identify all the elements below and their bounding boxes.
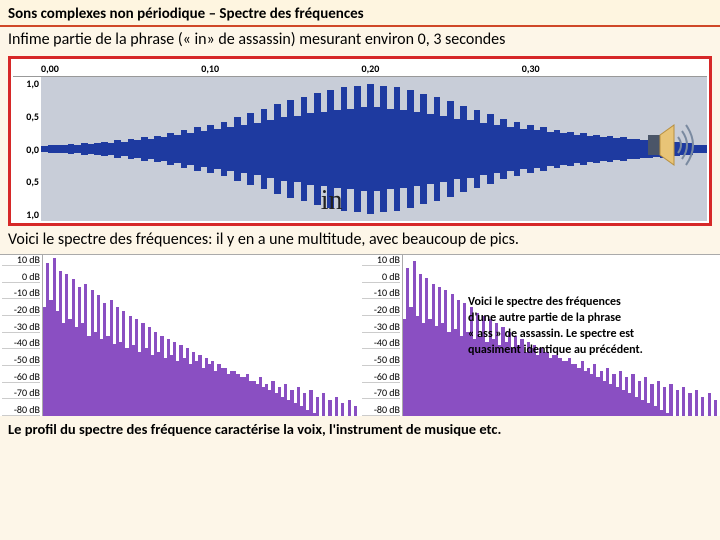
time-tick: 0,00 [41,62,201,75]
y-tick: 0,0 [13,143,39,156]
db-tick: -20 dB [2,305,40,316]
db-tick: 10 dB [2,255,40,266]
y-tick: 0,5 [13,175,39,188]
spectrum-caption: Voici le spectre des fréquences: il y en… [0,228,720,252]
db-tick: -50 dB [362,355,400,366]
footer-caption: Le profil du spectre des fréquence carac… [0,416,720,442]
spectrum-y-axis: 10 dB 0 dB -10 dB -20 dB -30 dB -40 dB -… [360,255,402,416]
db-tick: 0 dB [2,272,40,283]
page-title: Sons complexes non périodique – Spectre … [8,5,364,23]
waveform-y-axis: 1,0 0,5 0,0 0,5 1,0 [13,77,41,221]
db-tick: 10 dB [362,255,400,266]
time-tick: 0,20 [362,62,522,75]
waveform-canvas: in [41,77,707,221]
syllable-label: in [321,185,343,217]
time-tick: 0,10 [201,62,361,75]
db-tick: -40 dB [362,338,400,349]
db-tick: -30 dB [2,322,40,333]
note-line: quasiment identique au précédent. [468,343,714,358]
waveform-timeline: 0,00 0,10 0,20 0,30 [13,61,707,76]
db-tick: -30 dB [362,322,400,333]
y-tick: 1,0 [13,77,39,90]
spectrum-note: Voici le spectre des fréquences d'une au… [468,295,714,359]
db-tick: -20 dB [362,305,400,316]
intro-text: Infime partie de la phrase (« in» de ass… [0,27,720,52]
spectrum-left: 10 dB 0 dB -10 dB -20 dB -30 dB -40 dB -… [0,254,360,416]
spectrum-canvas [42,255,360,416]
db-tick: 0 dB [362,272,400,283]
note-line: d'une autre partie de la phrase [468,311,714,326]
time-tick: 0,30 [522,62,682,75]
db-tick: -70 dB [362,388,400,399]
db-tick: -40 dB [2,338,40,349]
note-line: Voici le spectre des fréquences [468,295,714,310]
db-tick: -50 dB [2,355,40,366]
y-tick: 0,5 [13,110,39,123]
db-tick: -10 dB [362,288,400,299]
spectrum-y-axis: 10 dB 0 dB -10 dB -20 dB -30 dB -40 dB -… [0,255,42,416]
title-bar: Sons complexes non périodique – Spectre … [0,0,720,27]
db-tick: -80 dB [362,405,400,416]
db-tick: -80 dB [2,405,40,416]
y-tick: 1,0 [13,208,39,221]
waveform-panel: 0,00 0,10 0,20 0,30 1,0 0,5 0,0 0,5 1,0 … [8,56,712,226]
db-tick: -60 dB [2,372,40,383]
speaker-icon[interactable] [640,115,700,175]
note-line: « ass » de assassin. Le spectre est [468,327,714,342]
db-tick: -70 dB [2,388,40,399]
db-tick: -60 dB [362,372,400,383]
db-tick: -10 dB [2,288,40,299]
